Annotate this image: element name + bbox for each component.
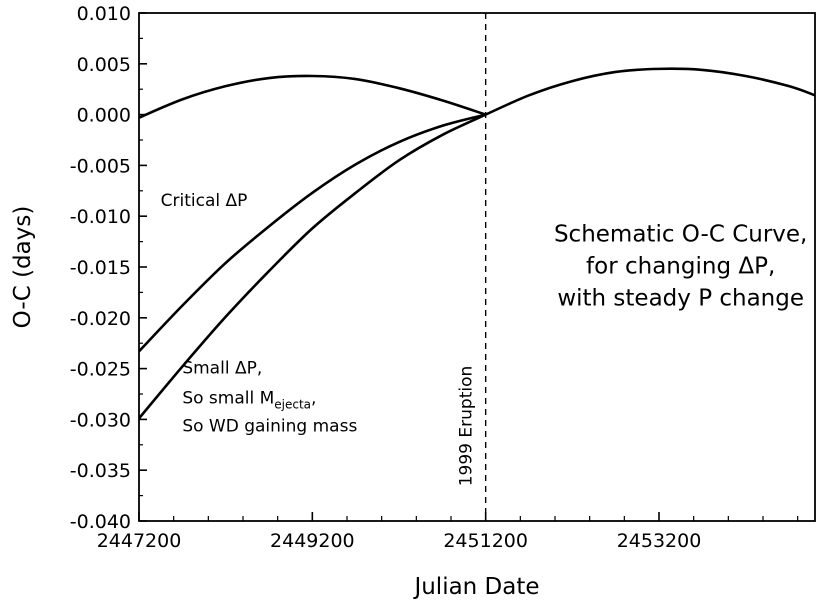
series-layer	[138, 67, 816, 420]
critical-dp-label: Critical ΔP	[161, 191, 248, 211]
y-tick-label: -0.015	[70, 257, 131, 279]
y-tick-label: 0.010	[77, 3, 131, 25]
y-tick-label: 0.005	[77, 54, 131, 76]
series-line-after-eruption	[485, 67, 816, 116]
y-tick-label: -0.020	[70, 308, 131, 330]
x-tick-label: 2453200	[617, 530, 702, 552]
schematic-label-line2: for changing ΔP,	[586, 254, 775, 280]
x-axis-ticks: 2447200 2449200 2451200 2453200	[97, 512, 799, 552]
small-dp-label-line2-suffix: ,	[311, 389, 316, 409]
series-line-critical-p	[138, 113, 486, 353]
y-tick-label: 0.000	[77, 105, 131, 127]
small-dp-label-line2-prefix: So small M	[182, 389, 274, 409]
x-tick-label: 2447200	[97, 530, 182, 552]
small-dp-label-line2: So small Mejecta,	[182, 389, 316, 412]
schematic-label-line3: with steady P change	[557, 286, 804, 312]
x-tick-label: 2449200	[270, 530, 355, 552]
y-tick-label: -0.005	[70, 155, 131, 177]
y-tick-label: -0.035	[70, 460, 131, 482]
series-line-small-p	[138, 113, 487, 420]
small-dp-label-line1: Small ΔP,	[182, 359, 262, 379]
x-axis-title: Julian Date	[412, 574, 539, 600]
y-axis-ticks: 0.010 0.005 0.000 -0.005 -0.010 -0.015 -0.020 -…	[70, 3, 147, 533]
schematic-label-line1: Schematic O-C Curve,	[554, 222, 807, 248]
y-tick-label: -0.030	[70, 409, 131, 431]
y-tick-label: -0.040	[70, 511, 131, 533]
small-dp-label-line2-sub: ejecta	[274, 398, 311, 412]
y-tick-label: -0.025	[70, 359, 131, 381]
series-line-steady-p-change	[138, 74, 487, 119]
y-tick-label: -0.010	[70, 206, 131, 228]
eruption-label: 1999 Eruption	[457, 366, 477, 487]
x-tick-label: 2451200	[443, 530, 528, 552]
y-axis-title: O-C (days)	[10, 206, 36, 329]
small-dp-label-line3: So WD gaining mass	[182, 417, 357, 437]
